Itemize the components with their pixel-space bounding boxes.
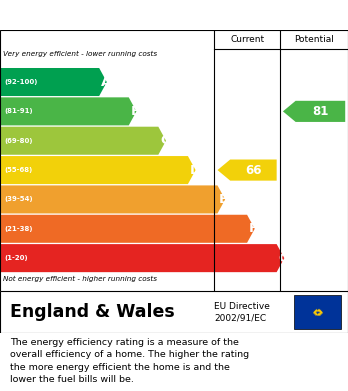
Text: Not energy efficient - higher running costs: Not energy efficient - higher running co… [3,276,158,282]
Text: (55-68): (55-68) [4,167,32,173]
Text: (21-38): (21-38) [4,226,33,232]
Text: (1-20): (1-20) [4,255,28,261]
Text: E: E [219,193,228,206]
Polygon shape [283,101,345,122]
Polygon shape [218,160,277,181]
Text: (69-80): (69-80) [4,138,33,144]
Text: EU Directive
2002/91/EC: EU Directive 2002/91/EC [214,301,270,323]
Polygon shape [1,156,196,184]
Text: Very energy efficient - lower running costs: Very energy efficient - lower running co… [3,51,158,57]
Text: Potential: Potential [294,35,334,44]
Polygon shape [1,185,225,213]
Text: Energy Efficiency Rating: Energy Efficiency Rating [10,8,220,23]
Text: The energy efficiency rating is a measure of the
overall efficiency of a home. T: The energy efficiency rating is a measur… [10,338,250,384]
Text: 81: 81 [312,105,329,118]
Text: G: G [278,252,289,265]
Text: (92-100): (92-100) [4,79,38,85]
Text: England & Wales: England & Wales [10,303,175,321]
Polygon shape [1,97,136,126]
Text: (39-54): (39-54) [4,196,33,203]
Text: B: B [130,105,141,118]
Text: C: C [160,134,170,147]
Polygon shape [1,127,166,155]
Text: A: A [101,75,111,88]
Bar [294,295,341,329]
Text: Current: Current [230,35,264,44]
Text: 66: 66 [245,163,262,177]
Polygon shape [1,68,107,96]
Text: (81-91): (81-91) [4,108,33,115]
Text: D: D [190,163,201,177]
Polygon shape [1,244,284,272]
Polygon shape [1,215,255,243]
Text: F: F [249,222,258,235]
